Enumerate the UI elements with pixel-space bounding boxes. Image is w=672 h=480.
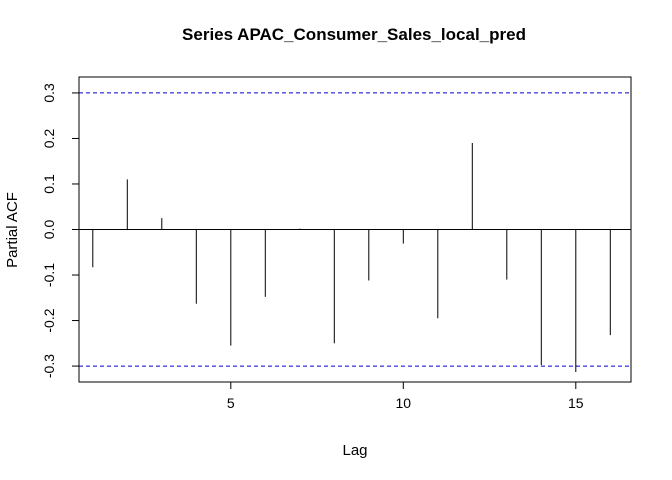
x-tick-label-15: 15 (568, 395, 584, 411)
y-tick-label-5: 0.2 (41, 129, 57, 149)
y-tick-label-4: 0.1 (41, 174, 57, 194)
y-tick-label-3: 0.0 (41, 220, 57, 240)
x-tick-label-10: 10 (396, 395, 412, 411)
x-tick-label-5: 5 (227, 395, 235, 411)
y-tick-label-6: 0.3 (41, 83, 57, 103)
y-tick-label-1: -0.2 (41, 308, 57, 332)
y-tick-label-0: -0.3 (41, 354, 57, 378)
y-tick-label-2: -0.1 (41, 263, 57, 287)
chart-title: Series APAC_Consumer_Sales_local_pred (182, 25, 526, 44)
plot-area: 5 10 15 -0.3 -0.2 -0.1 0.0 0.1 0.2 0.3 (41, 76, 632, 411)
y-axis-label: Partial ACF (4, 192, 21, 268)
x-axis-label: Lag (342, 442, 367, 459)
